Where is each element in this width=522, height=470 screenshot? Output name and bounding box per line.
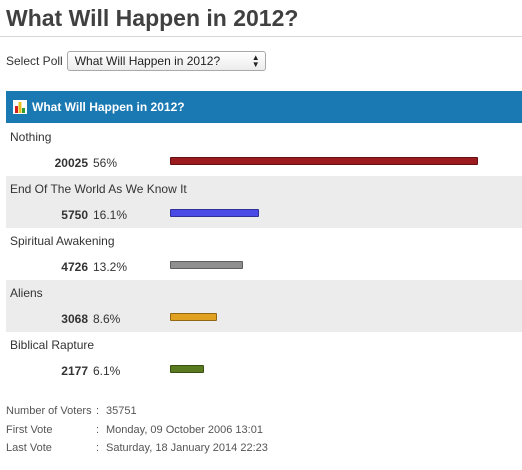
poll-select-value: What Will Happen in 2012?: [74, 54, 221, 68]
poll-option: Spiritual Awakening 4726 13.2%: [6, 228, 522, 280]
option-percent: 13.2%: [93, 260, 128, 274]
voters-value: 35751: [106, 405, 137, 417]
voters-label: Number of Voters: [6, 405, 92, 417]
poll-header-title: What Will Happen in 2012?: [32, 100, 185, 114]
last-vote-value: Saturday, 18 January 2014 22:23: [106, 442, 268, 454]
option-percent: 8.6%: [93, 312, 121, 326]
option-bar-track: [170, 261, 522, 269]
option-bar: [170, 209, 259, 217]
last-vote-row: Last Vote : Saturday, 18 January 2014 22…: [6, 442, 268, 454]
option-label: End Of The World As We Know It: [10, 182, 187, 196]
option-bar: [170, 261, 243, 269]
bar-chart-icon: [13, 100, 27, 114]
option-votes: 2177: [61, 364, 88, 378]
poll-option: Aliens 3068 8.6%: [6, 280, 522, 332]
option-percent: 6.1%: [93, 364, 121, 378]
first-vote-row: First Vote : Monday, 09 October 2006 13:…: [6, 424, 263, 436]
option-label: Nothing: [10, 130, 52, 144]
poll-option: Nothing 20025 56%: [6, 124, 522, 176]
option-label: Aliens: [10, 286, 43, 300]
option-bar: [170, 365, 204, 373]
first-vote-value: Monday, 09 October 2006 13:01: [106, 424, 263, 436]
option-bar: [170, 157, 478, 165]
option-label: Biblical Rapture: [10, 338, 95, 352]
voters-row: Number of Voters : 35751: [6, 405, 137, 417]
option-votes: 3068: [61, 312, 88, 326]
page-title: What Will Happen in 2012?: [6, 5, 299, 31]
updown-arrows-icon: ▲ ▼: [251, 53, 260, 69]
option-votes: 4726: [61, 260, 88, 274]
poll-header: What Will Happen in 2012?: [6, 91, 522, 123]
poll-option: End Of The World As We Know It 5750 16.1…: [6, 176, 522, 228]
option-votes: 20025: [54, 156, 88, 170]
option-bar-track: [170, 365, 522, 373]
select-poll-label: Select Poll: [6, 54, 63, 68]
poll-select-dropdown[interactable]: What Will Happen in 2012? ▲ ▼: [66, 51, 266, 71]
option-label: Spiritual Awakening: [10, 234, 115, 248]
title-divider: [0, 36, 522, 37]
option-percent: 56%: [93, 156, 118, 170]
option-bar-track: [170, 157, 522, 165]
option-bar-track: [170, 209, 522, 217]
first-vote-label: First Vote: [6, 424, 53, 436]
first-vote-separator: :: [96, 424, 100, 436]
option-votes: 5750: [61, 208, 88, 222]
option-bar: [170, 313, 217, 321]
last-vote-separator: :: [96, 442, 100, 454]
option-percent: 16.1%: [93, 208, 128, 222]
option-bar-track: [170, 313, 522, 321]
last-vote-label: Last Vote: [6, 442, 52, 454]
poll-option: Biblical Rapture 2177 6.1%: [6, 332, 522, 384]
voters-separator: :: [96, 405, 100, 417]
poll-selector-row: Select Poll What Will Happen in 2012? ▲ ▼: [6, 51, 266, 71]
